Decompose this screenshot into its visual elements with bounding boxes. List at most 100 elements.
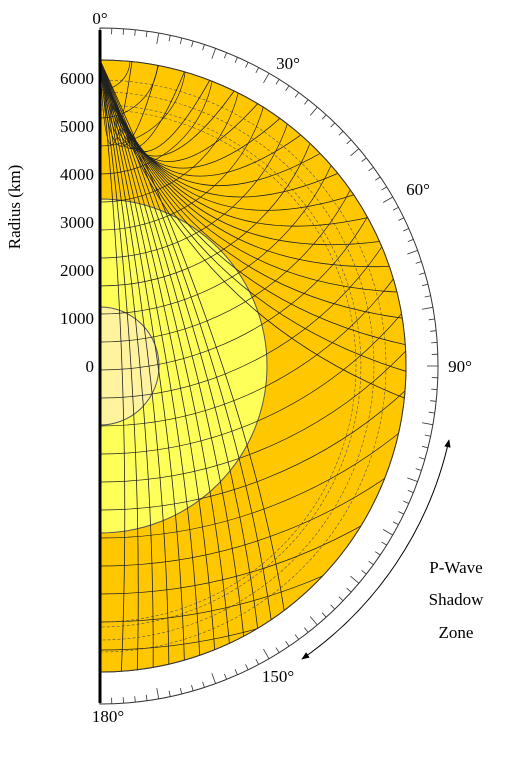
radius-tick-label: 1000 — [60, 309, 94, 328]
degree-tick — [245, 62, 249, 68]
core-ray — [100, 60, 170, 665]
radius-tick-label: 3000 — [60, 213, 94, 232]
degree-tick — [223, 673, 227, 680]
degree-tick — [430, 330, 437, 332]
degree-tick — [392, 206, 399, 211]
degree-tick — [285, 85, 290, 91]
annotation-line: Zone — [439, 623, 474, 642]
degree-tick — [403, 228, 409, 232]
degree-tick — [304, 99, 309, 105]
degree-tick — [421, 306, 433, 310]
degree-tick — [422, 283, 429, 287]
radius-tick-label: 4000 — [60, 165, 94, 184]
angle-label: 0° — [92, 9, 107, 28]
discontinuity — [100, 109, 357, 623]
radius-tick-label: 2000 — [60, 261, 94, 280]
radius-ticks: 0 1000 2000 3000 4000 5000 6000 — [60, 69, 94, 376]
axis-label: Radius (km) — [5, 165, 24, 250]
core-ray — [100, 60, 258, 629]
degree-tick — [346, 139, 352, 145]
core-ray — [100, 60, 285, 611]
degree-tick — [211, 48, 216, 59]
core-ray — [100, 60, 245, 637]
core-ray — [100, 60, 185, 661]
degree-tick — [168, 35, 171, 42]
degree-tick — [424, 434, 431, 437]
core-ray — [100, 60, 139, 670]
degree-tick — [361, 157, 367, 162]
degree-tick — [309, 106, 318, 116]
degree-tick — [134, 696, 136, 703]
degree-tick — [145, 694, 148, 701]
degree-tick — [321, 114, 327, 120]
degree-tick — [179, 37, 183, 44]
degree-tick — [263, 648, 270, 659]
degree-tick — [382, 196, 393, 203]
core-ray — [100, 60, 230, 644]
degree-tick — [350, 148, 360, 157]
angle-label: 180° — [92, 707, 124, 726]
degree-tick — [381, 186, 387, 191]
core-ray — [100, 60, 154, 668]
degree-tick — [179, 688, 183, 695]
mantle-ray — [100, 60, 405, 399]
mantle-ray — [100, 60, 403, 319]
annotation-line: Shadow — [429, 590, 485, 609]
degree-tick — [223, 52, 227, 59]
degree-tick — [407, 250, 418, 255]
degree-tick — [234, 57, 238, 63]
degree-tick — [330, 122, 336, 128]
degree-tick — [415, 261, 422, 264]
degree-tick — [275, 79, 280, 85]
degree-tick — [428, 411, 435, 414]
degree-tick — [368, 167, 374, 172]
degree-tick — [191, 685, 194, 692]
angle-label: 150° — [262, 667, 294, 686]
degree-tick — [191, 40, 194, 47]
degree-tick — [424, 295, 431, 298]
degree-tick — [202, 681, 205, 688]
degree-tick — [234, 669, 238, 675]
degree-tick — [202, 44, 205, 51]
radius-tick-label: 5000 — [60, 117, 94, 136]
degree-tick — [294, 92, 299, 98]
degree-tick — [398, 217, 404, 221]
degree-tick — [294, 634, 299, 640]
degree-tick — [428, 318, 435, 321]
degree-tick — [211, 673, 216, 684]
degree-tick — [156, 33, 160, 45]
degree-tick — [134, 29, 136, 36]
degree-tick — [263, 73, 270, 84]
angle-label: 60° — [406, 180, 430, 199]
degree-tick — [338, 130, 344, 136]
degree-tick — [255, 67, 260, 74]
radius-tick-label: 0 — [86, 357, 95, 376]
degree-tick — [275, 647, 280, 653]
degree-tick — [430, 400, 437, 402]
degree-tick — [419, 272, 426, 275]
degree-tick — [255, 658, 260, 665]
core-ray — [100, 60, 272, 620]
angle-label: 30° — [276, 54, 300, 73]
discontinuity — [100, 104, 362, 628]
degree-tick — [285, 641, 290, 647]
mantle-ray — [100, 60, 133, 146]
core-ray — [100, 60, 201, 656]
annotation-line: P-Wave — [429, 558, 482, 577]
degree-tick — [168, 690, 171, 697]
degree-tick — [245, 664, 249, 670]
discontinuity — [100, 91, 375, 641]
discontinuity — [100, 79, 387, 653]
core-ray — [100, 60, 216, 650]
degree-tick — [407, 239, 414, 243]
degree-tick — [375, 176, 381, 181]
angle-label: 90° — [448, 357, 472, 376]
degree-tick — [156, 687, 160, 699]
degree-tick — [145, 31, 148, 38]
ray-paths — [100, 60, 406, 672]
shadow-zone-arrow — [301, 439, 451, 660]
mantle-ray — [100, 60, 406, 346]
core-ray — [100, 60, 126, 672]
radius-tick-label: 6000 — [60, 69, 94, 88]
